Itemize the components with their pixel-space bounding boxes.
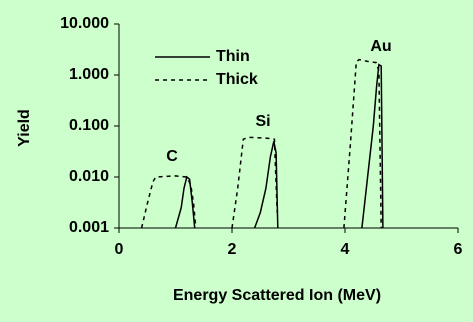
legend-label: Thin: [216, 48, 250, 65]
x-axis-label: Energy Scattered Ion (MeV): [173, 287, 381, 304]
y-tick-label: 1.000: [69, 66, 109, 83]
annotation: Au: [370, 38, 391, 55]
y-tick-label: 0.010: [69, 168, 109, 185]
y-tick-label: 0.001: [69, 219, 109, 236]
series-line: [140, 58, 382, 229]
annotation: Si: [255, 113, 270, 130]
series-line: [174, 63, 384, 229]
x-tick-label: 4: [341, 241, 350, 258]
y-tick-label: 10.000: [60, 15, 109, 32]
annotation: C: [166, 148, 178, 165]
legend-label: Thick: [216, 71, 258, 88]
x-tick-label: 6: [454, 241, 463, 258]
x-tick-label: 0: [115, 241, 124, 258]
y-axis-label: Yield: [16, 109, 33, 147]
y-tick-label: 0.100: [69, 117, 109, 134]
x-tick-label: 2: [228, 241, 237, 258]
